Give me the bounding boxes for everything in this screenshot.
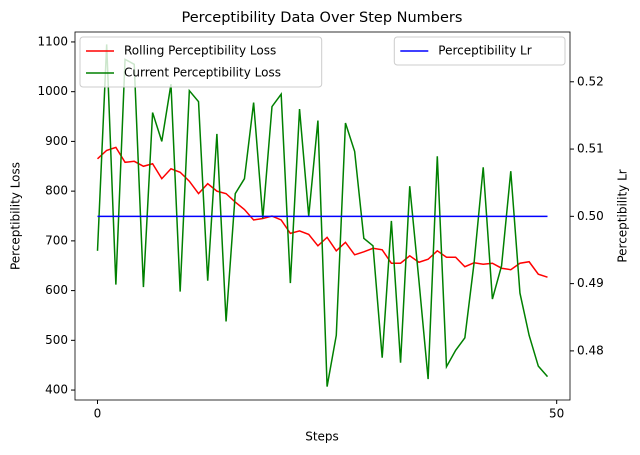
y-tick-label: 600 [45,283,68,297]
y-axis-label: Perceptibility Loss [9,162,23,270]
x-tick-label: 0 [94,407,102,421]
chart-title: Perceptibility Data Over Step Numbers [182,10,463,26]
legend-label: Rolling Perceptibility Loss [124,44,276,58]
y-tick-label: 1000 [37,84,68,98]
y-tick-label: 900 [45,134,68,148]
y2-axis-label: Perceptibility Lr [616,169,630,262]
legend-box [393,36,566,66]
y-tick-label: 1100 [37,34,68,48]
y-tick-label: 800 [45,184,68,198]
plot-frame [74,31,571,401]
y2-tick-label: 0.48 [577,343,604,357]
y2-tick-label: 0.50 [577,209,604,223]
y2-tick-label: 0.51 [577,142,604,156]
legend-box [79,36,323,88]
y-tick-label: 700 [45,233,68,247]
x-axis-label: Steps [305,430,339,444]
y-tick-label: 400 [45,383,68,397]
y2-tick-label: 0.49 [577,276,604,290]
line [96,44,549,387]
x-tick-label: 50 [549,407,564,421]
legend-label: Perceptibility Lr [438,44,531,58]
y-tick-label: 500 [45,333,68,347]
y2-tick-label: 0.52 [577,74,604,88]
legend-label: Current Perceptibility Loss [124,66,281,80]
